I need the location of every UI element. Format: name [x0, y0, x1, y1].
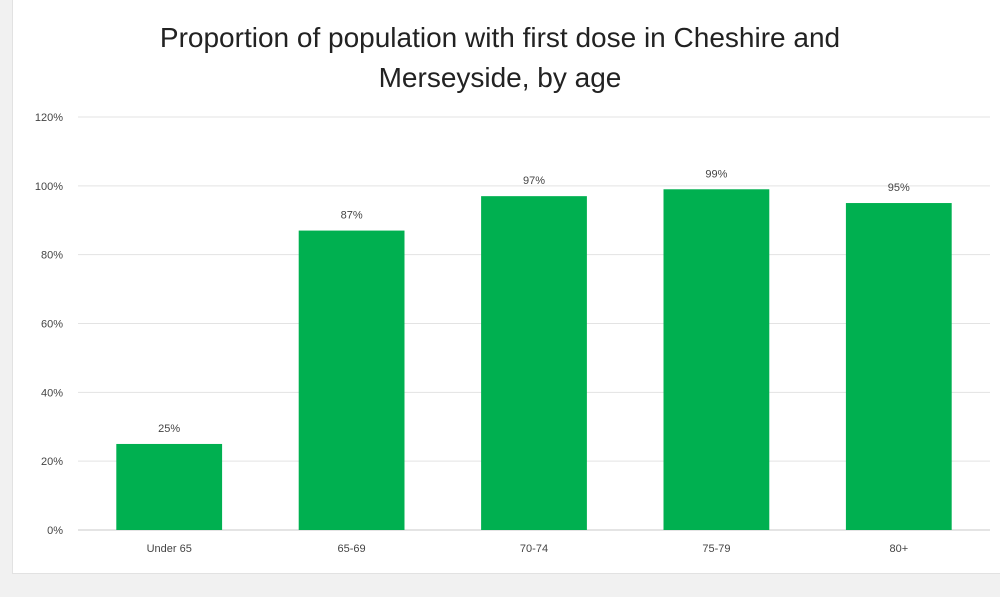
data-labels: 25% 87% 97% 99% 95%: [158, 168, 910, 435]
bars: [116, 189, 952, 531]
x-axis-tick-labels: Under 65 65-69 70-74 75-79 80+: [147, 543, 909, 555]
x-tick-label: 70-74: [520, 543, 548, 555]
bar: [845, 203, 952, 530]
chart-title-line-1: Proportion of population with first dose…: [159, 22, 841, 53]
x-tick-label: Under 65: [147, 543, 192, 555]
y-tick-label: 100%: [35, 181, 63, 193]
data-label: 97%: [523, 175, 545, 187]
bar: [663, 189, 770, 530]
y-tick-label: 120%: [35, 112, 63, 124]
y-tick-label: 60%: [41, 319, 63, 331]
data-label: 25%: [158, 423, 180, 435]
y-tick-label: 80%: [41, 250, 63, 262]
bar: [298, 230, 405, 530]
bar: [116, 443, 223, 530]
bar: [481, 196, 587, 531]
x-tick-label: 75-79: [702, 543, 730, 555]
x-tick-label: 80+: [889, 543, 908, 555]
chart-title: Proportion of population with first dose…: [0, 18, 1000, 98]
y-tick-label: 0%: [47, 525, 63, 537]
chart-title-line-2: Merseyside, by age: [378, 62, 622, 93]
data-label: 99%: [705, 168, 727, 180]
x-tick-label: 65-69: [338, 543, 366, 555]
y-tick-label: 20%: [41, 456, 63, 468]
data-label: 95%: [888, 182, 910, 194]
y-tick-label: 40%: [41, 387, 63, 399]
y-axis-tick-labels: 0% 20% 40% 60% 80% 100% 120%: [35, 112, 63, 537]
data-label: 87%: [341, 210, 363, 222]
